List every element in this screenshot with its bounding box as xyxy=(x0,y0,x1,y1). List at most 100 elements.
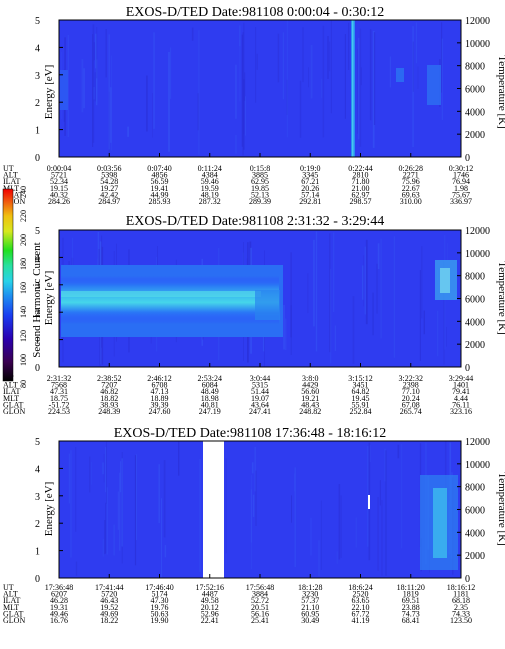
panel-1-left-blip xyxy=(60,70,68,110)
streak xyxy=(93,86,95,100)
streak xyxy=(401,443,403,549)
ephemeris-row-label: GLON xyxy=(3,616,25,625)
streak xyxy=(251,462,254,474)
ephemeris-value: 19.07 xyxy=(251,394,269,403)
ephemeris-value: 46.82 xyxy=(100,387,118,396)
ephemeris-value: 19.90 xyxy=(151,616,169,625)
ephemeris-value: 48.19 xyxy=(201,190,219,199)
streak xyxy=(127,126,129,137)
streak xyxy=(365,239,368,325)
colorbar-tick-label: 200 xyxy=(19,234,28,246)
streak xyxy=(119,472,121,551)
streak xyxy=(67,35,69,137)
streak xyxy=(239,25,241,47)
ytick-label: 1 xyxy=(35,126,40,137)
ephemeris-value: 284.26 xyxy=(48,197,70,206)
streak xyxy=(320,500,322,570)
ephemeris-value: 0:22:44 xyxy=(348,164,372,173)
streak xyxy=(94,72,96,102)
streak xyxy=(384,448,386,482)
ephemeris-value: 75.96 xyxy=(402,177,420,186)
ephemeris-value: 323.16 xyxy=(450,407,472,416)
ephemeris-value: 252.84 xyxy=(350,407,372,416)
ephemeris-value: 2.35 xyxy=(454,603,468,612)
streak xyxy=(344,34,346,119)
ephemeris-value: 0:19:0 xyxy=(300,164,320,173)
colorbar-tick-label: 80 xyxy=(19,380,28,388)
ytick-label: 5 xyxy=(35,437,40,448)
streak xyxy=(449,442,452,507)
ephemeris-value: 2271 xyxy=(403,171,419,180)
ephemeris-value: 18.98 xyxy=(201,394,219,403)
panel-3-ylabel: Energy [eV] xyxy=(43,482,55,536)
panel-1-title: EXOS-D/TED Date:981108 0:00:04 - 0:30:12 xyxy=(126,5,384,20)
ephemeris-value: 0:00:04 xyxy=(47,164,71,173)
streak xyxy=(377,497,379,571)
streak xyxy=(302,27,304,83)
ephemeris-value: 22.41 xyxy=(201,616,219,625)
ephemeris-value: 17:46:40 xyxy=(145,583,173,592)
streak xyxy=(75,561,78,576)
streak xyxy=(199,458,201,572)
ephemeris-value: 5174 xyxy=(152,590,168,599)
ephemeris-value: 48.43 xyxy=(301,400,319,409)
streak xyxy=(381,500,383,576)
y2tick-label: 6000 xyxy=(465,295,485,306)
ephemeris-value: 3:15:12 xyxy=(348,374,372,383)
y2tick-label: 10000 xyxy=(465,249,490,260)
panel-3-spot xyxy=(368,495,370,509)
streak xyxy=(436,310,439,357)
ephemeris-value: 20.26 xyxy=(301,184,319,193)
streak xyxy=(377,243,380,269)
ephemeris-value: -51.72 xyxy=(49,400,70,409)
ephemeris-value: 46.28 xyxy=(50,596,68,605)
ephemeris-value: 49.46 xyxy=(50,609,68,618)
ephemeris-value: 4856 xyxy=(152,171,168,180)
streak xyxy=(364,246,366,315)
ytick-label: 4 xyxy=(35,464,40,475)
ephemeris-value: 79.41 xyxy=(452,387,470,396)
streak xyxy=(70,450,72,558)
streak xyxy=(285,318,287,350)
ephemeris-value: 17:41:44 xyxy=(95,583,123,592)
ephemeris-value: 4384 xyxy=(202,171,218,180)
ephemeris-value: 18:1:28 xyxy=(298,583,322,592)
ephemeris-value: 0:30:12 xyxy=(449,164,473,173)
streak xyxy=(106,442,107,504)
ephemeris-value: 19.21 xyxy=(301,394,319,403)
y2tick-label: 12000 xyxy=(465,437,490,448)
streak xyxy=(68,453,70,504)
streak xyxy=(164,545,167,558)
ephemeris-value: 51.44 xyxy=(251,387,269,396)
y2tick-label: 4000 xyxy=(465,528,485,539)
streak xyxy=(372,30,375,148)
panel-2-title: EXOS-D/TED Date:981108 2:31:32 - 3:29:44 xyxy=(126,214,384,229)
streak xyxy=(152,93,153,138)
y2tick-label: 2000 xyxy=(465,340,485,351)
ephemeris-value: 3:8:0 xyxy=(302,374,318,383)
streak xyxy=(111,55,112,151)
panel-1-ylabel: Energy [eV] xyxy=(43,65,55,119)
ephemeris-value: 6084 xyxy=(202,381,218,390)
ephemeris-value: 0:07:40 xyxy=(147,164,171,173)
streak xyxy=(225,458,227,554)
streak xyxy=(103,453,105,483)
y2tick-label: 2000 xyxy=(465,551,485,562)
ephemeris-value: 67.08 xyxy=(402,400,420,409)
panel-2-ylabel: Energy [eV] xyxy=(43,271,55,325)
ephemeris-value: 49.58 xyxy=(201,596,219,605)
ephemeris-value: 0:11:24 xyxy=(198,164,222,173)
ephemeris-value: 49.69 xyxy=(100,609,118,618)
ephemeris-row-label: GLAT xyxy=(3,190,24,199)
colorbar-gradient xyxy=(2,188,14,382)
y2tick-label: 10000 xyxy=(465,39,490,50)
ephemeris-value: 67.21 xyxy=(301,177,319,186)
ytick-label: 4 xyxy=(35,253,40,264)
panel-3-plot-area xyxy=(59,441,461,578)
ephemeris-value: 19.45 xyxy=(352,394,370,403)
streak xyxy=(294,473,295,492)
panel-3-title: EXOS-D/TED Date:981108 17:36:48 - 18:16:… xyxy=(114,426,386,441)
y2tick-label: 8000 xyxy=(465,272,485,283)
panel-1-y2label: Temperature [K] xyxy=(496,55,505,128)
